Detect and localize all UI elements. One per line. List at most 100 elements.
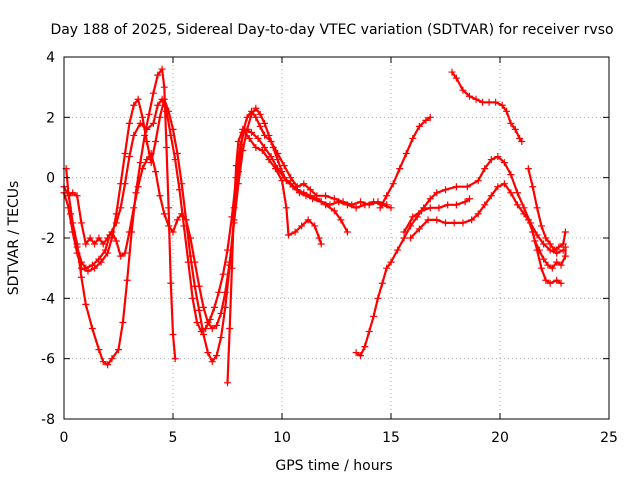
y-tick-label: -6 [41,352,55,368]
data-point [513,189,521,197]
data-point [224,246,231,254]
x-tick-label: 10 [273,430,291,446]
data-point [531,237,539,245]
data-point [313,192,321,200]
data-point [91,240,99,248]
data-point [84,267,92,275]
data-point [498,101,506,109]
data-point [557,279,565,287]
x-tick-label: 0 [60,430,69,446]
data-point [433,189,441,197]
data-point [343,228,351,236]
data-point [117,180,125,188]
data-point [444,201,452,209]
x-tick-label: 20 [491,430,509,446]
data-point [422,116,430,124]
data-point [217,309,225,317]
data-point [378,279,386,287]
data-point [154,101,162,109]
data-point [191,258,199,266]
data-point [278,177,286,185]
data-point [317,240,325,248]
series-track-11 [524,165,569,254]
data-point [553,258,561,266]
series-track-10 [448,68,526,145]
data-point [442,186,449,194]
data-point [287,174,295,182]
data-point [394,246,402,254]
data-point [537,222,545,230]
data-point [418,207,426,215]
data-point [481,165,489,173]
data-point [402,150,410,158]
data-point [149,89,157,97]
data-point [465,92,473,100]
data-point [448,68,456,76]
data-point [365,201,373,209]
data-point [546,279,554,287]
series-track-4 [64,95,391,366]
series-track-5 [224,125,325,387]
data-point [169,331,177,339]
data-point [136,159,144,167]
series-track-12 [531,237,569,272]
data-point [561,252,569,260]
x-axis-label: GPS time / hours [275,458,392,474]
data-point [487,192,495,200]
plot-area [60,65,569,387]
data-point [258,147,266,155]
data-point [112,237,120,245]
data-point [533,204,541,212]
data-point [173,150,181,158]
data-point [178,180,186,188]
data-point [494,183,502,191]
data-point [213,321,221,329]
series-line [65,98,349,333]
data-point [282,204,290,212]
data-point [426,113,434,121]
data-point [239,125,247,133]
data-point [138,165,146,173]
data-point [224,379,231,387]
data-point [540,255,548,263]
data-point [69,189,77,197]
data-point [520,210,528,218]
data-point [171,355,179,363]
data-point [125,153,133,161]
data-point [204,318,212,326]
data-point [104,361,112,369]
data-point [503,107,511,115]
data-point [138,113,146,121]
data-point [415,225,423,233]
data-point [130,101,138,109]
data-point [304,216,312,224]
data-point [86,234,94,242]
data-point [452,74,460,82]
series-line [403,197,471,234]
data-point [243,113,251,121]
data-point [302,192,310,200]
data-point [459,86,467,94]
data-point [529,228,537,236]
data-point [352,349,360,357]
data-point [134,183,142,191]
data-point [356,352,364,360]
data-point [82,300,90,308]
series-track-6 [352,153,567,360]
data-point [374,198,382,206]
data-point [513,201,521,209]
data-point [134,95,142,103]
series-line [67,98,388,363]
data-point [95,234,103,242]
data-point [481,201,489,209]
data-point [415,122,423,130]
data-point [213,352,221,360]
data-point [306,186,314,194]
data-point [165,107,173,115]
data-point [77,273,85,281]
data-point [173,216,181,224]
data-point [389,180,397,188]
data-point [73,249,81,257]
data-point [234,137,242,145]
data-point [555,243,563,251]
